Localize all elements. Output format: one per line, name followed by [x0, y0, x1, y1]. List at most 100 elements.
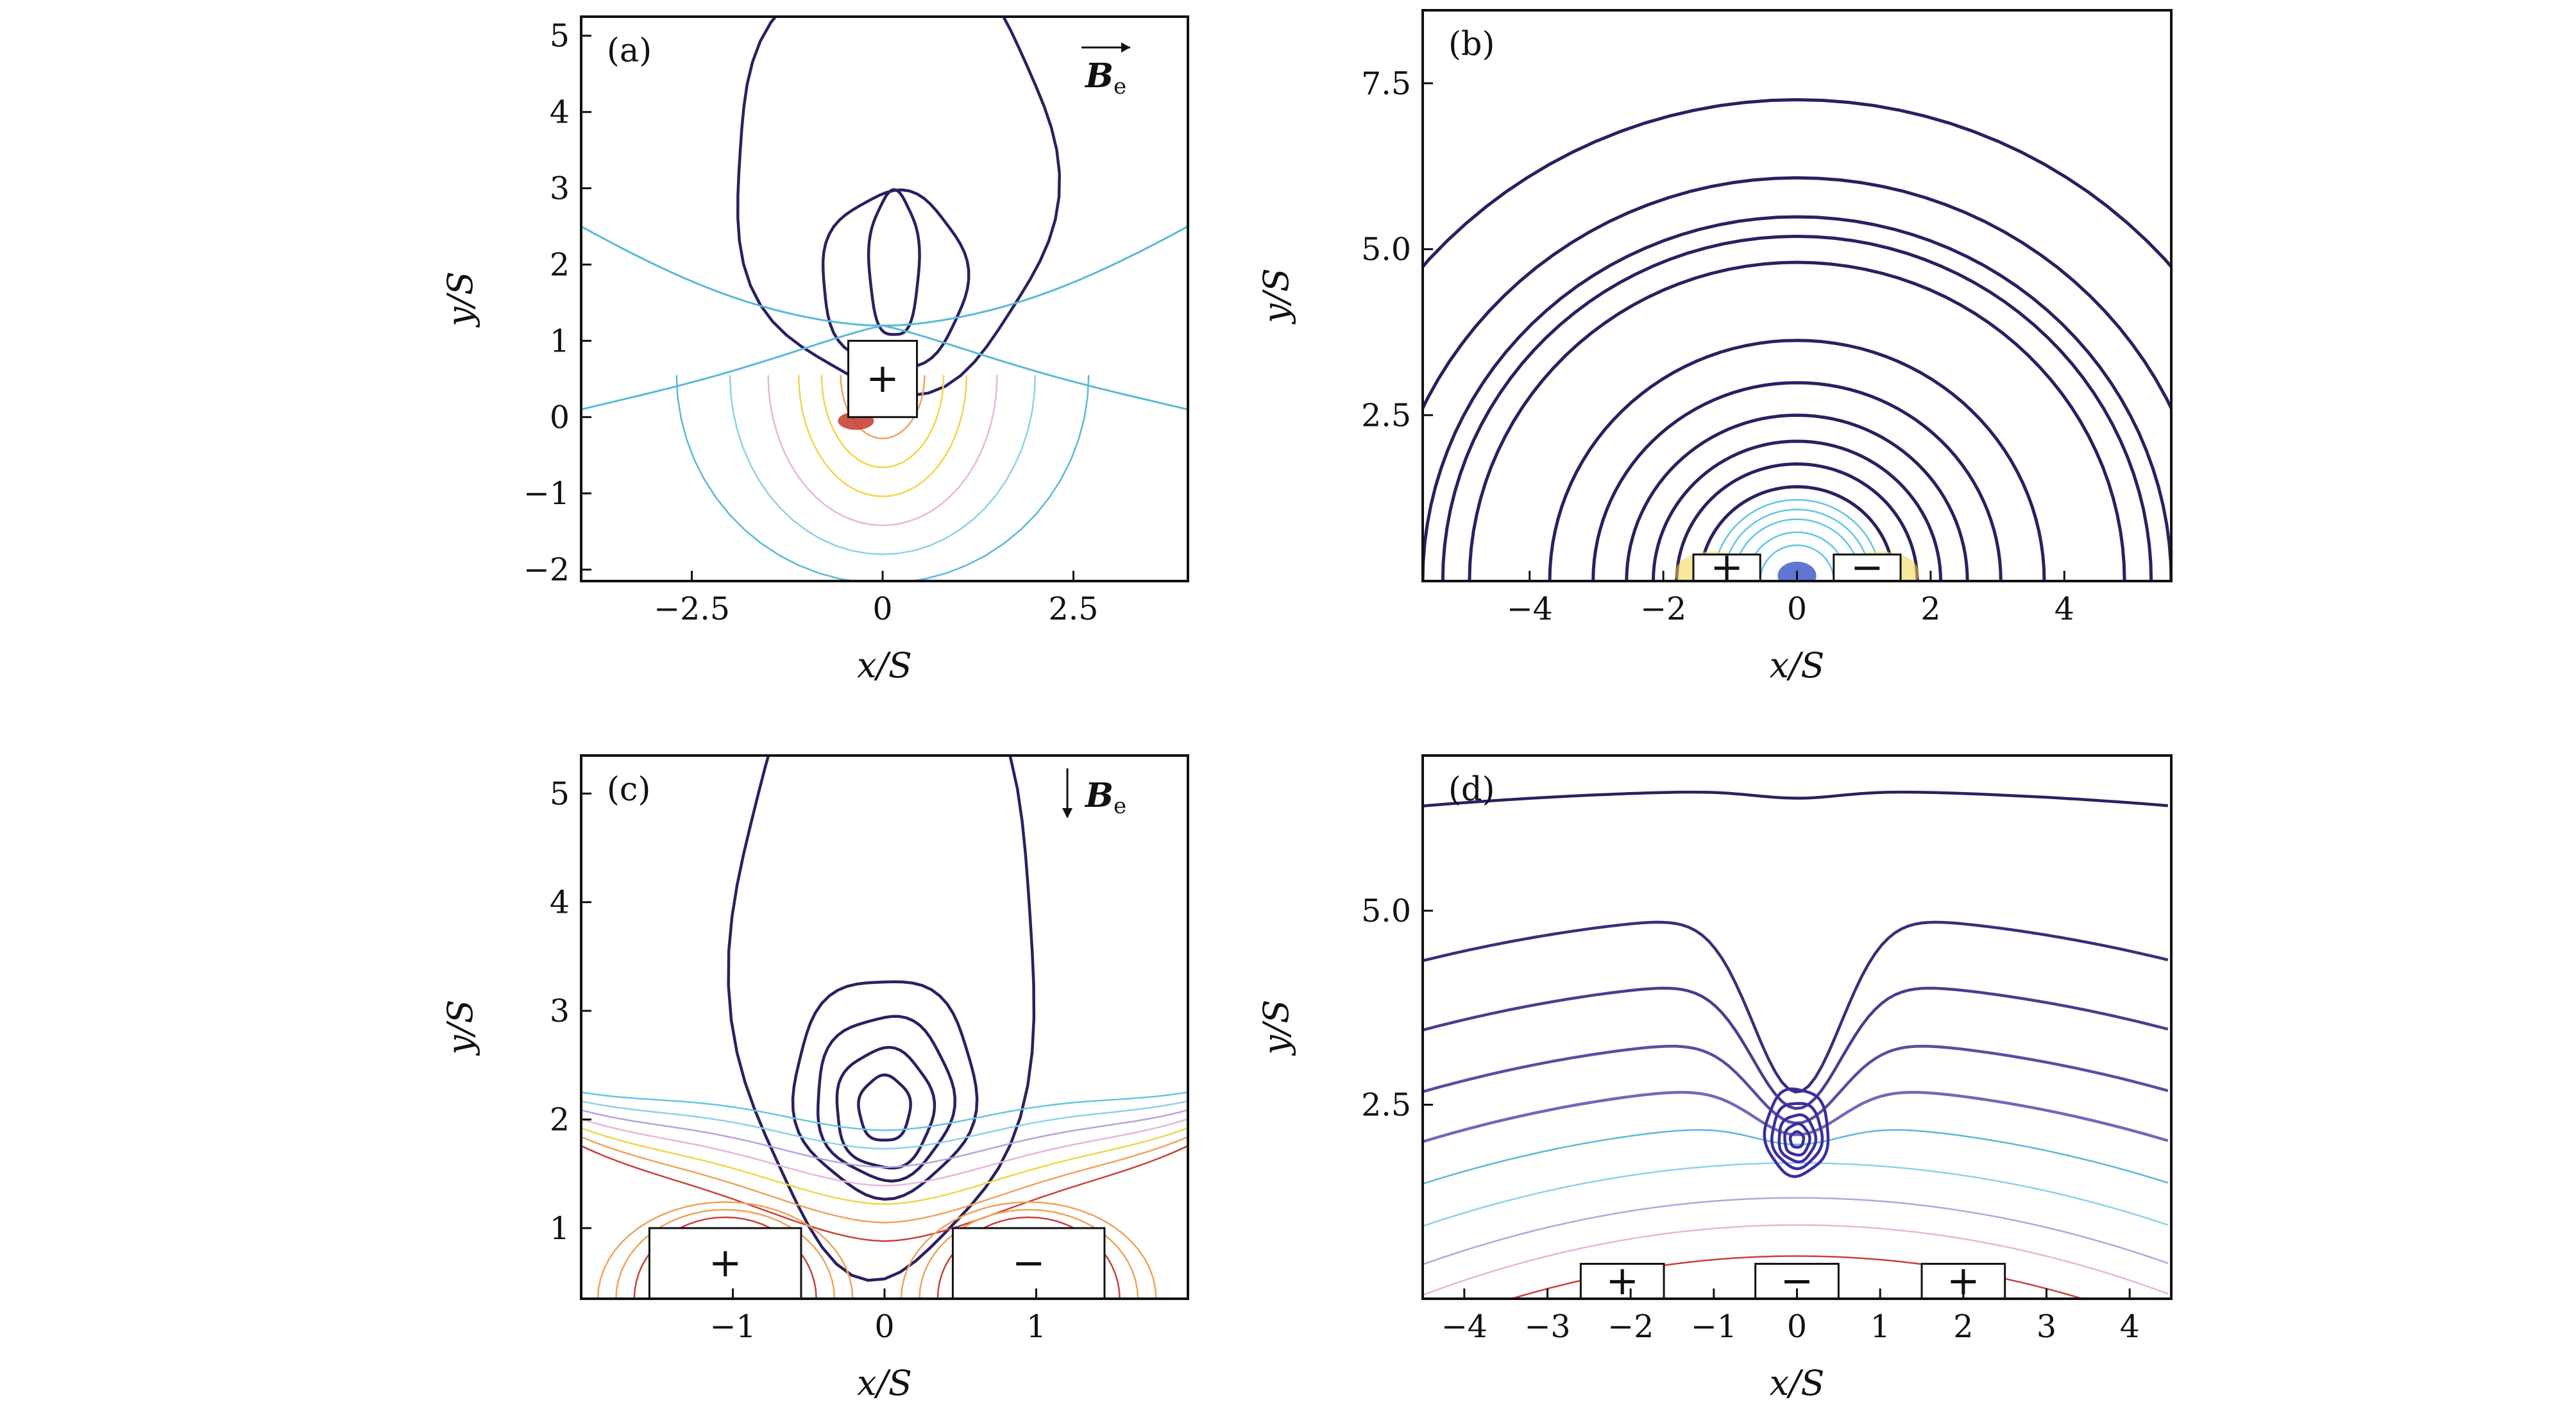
contour-band [581, 1118, 1188, 1187]
contour-layer [1423, 920, 2169, 1094]
contour-arc [1652, 439, 1942, 581]
plot-frame [580, 15, 1189, 582]
x-tick-label: 1 [1026, 1308, 1046, 1345]
field-symbol: Be [1084, 56, 1126, 99]
contour-loop [816, 1015, 957, 1183]
contour-arc [1423, 176, 2171, 412]
field-symbol-subscript: e [1114, 793, 1126, 819]
plot-frame [1421, 9, 2173, 582]
contour-arc [1698, 485, 1896, 581]
contour-loop [1788, 1130, 1806, 1149]
arrowhead-icon [1062, 808, 1072, 818]
x-tick-label: 2 [1953, 1308, 1973, 1345]
contour-loop [1783, 1122, 1811, 1157]
contour-lines [1423, 790, 2169, 1299]
contour-loop [736, 17, 1061, 397]
field-symbol: Be [1084, 776, 1126, 819]
y-tick-label: 5 [550, 18, 570, 55]
contour-wing [581, 325, 883, 410]
x-tick-label: −3 [1524, 1308, 1570, 1345]
contour-magnet-ring [615, 1208, 836, 1299]
field-symbol-subscript: e [1114, 74, 1126, 99]
contour-lines [1423, 98, 2171, 581]
x-axis-label: x/S [1770, 1363, 1825, 1402]
contour-lobe [675, 375, 1090, 581]
y-tick-label: 3 [550, 993, 570, 1029]
contour-arc [1591, 381, 2003, 581]
contour-wing [882, 325, 1188, 410]
contour-layer [1423, 986, 2169, 1110]
y-tick-label: 5.0 [1361, 893, 1411, 929]
x-tick-label: 0 [1787, 591, 1807, 627]
contour-band [581, 1145, 1188, 1242]
y-tick-label: 2.5 [1361, 1087, 1411, 1124]
contour-loop [867, 188, 921, 336]
x-tick-label: 0 [1787, 1308, 1807, 1345]
y-tick-label: −1 [523, 475, 570, 512]
contour-magnet-ring [919, 1208, 1139, 1299]
y-tick-label: 2 [550, 1101, 570, 1138]
magnet-polarity-label: − [1851, 543, 1884, 590]
contour-arc [1441, 235, 2153, 581]
contour-lines [581, 17, 1188, 581]
contour-loop [727, 756, 1036, 1282]
contour-band [581, 1100, 1188, 1150]
magnet-block [1833, 553, 1902, 582]
contour-lines [581, 756, 1188, 1299]
magnet-polarity-label: + [866, 355, 899, 401]
contour-wing [882, 225, 1188, 327]
x-tick-label: −4 [1507, 591, 1553, 627]
contour-arc [1675, 462, 1919, 581]
panel-a-contour-plot: + −2.5 0 2.5 −2 −1 0 1 2 3 4 5 x/S y/S (a) Be [440, 15, 1189, 686]
y-axis-label: y/S [440, 271, 480, 328]
y-tick-label: 1 [550, 323, 570, 359]
contour-loop [1770, 1102, 1824, 1170]
contour-loop [835, 1045, 936, 1170]
magnet-polarity-label: + [1606, 1257, 1639, 1304]
panel-tag: (d) [1448, 771, 1495, 809]
y-tick-label: 4 [550, 94, 570, 131]
contour-layer [1423, 1197, 2169, 1265]
magnet-polarity-label: + [1710, 543, 1743, 590]
panel-c-contour-plot: + − −1 0 1 1 2 3 4 5 x/S y/S (c) Be [440, 754, 1189, 1402]
x-tick-label: −4 [1441, 1308, 1487, 1345]
x-tick-label: −2 [1607, 1308, 1654, 1345]
panel-tag: (b) [1448, 26, 1495, 63]
y-tick-label: 2.5 [1361, 397, 1411, 434]
contour-lobe [797, 375, 968, 498]
contour-arc [1625, 413, 1969, 581]
contour-lobe [820, 375, 945, 469]
x-tick-label: 3 [2037, 1308, 2056, 1345]
y-tick-label: 4 [550, 884, 570, 921]
contour-arc [1713, 498, 1881, 581]
contour-layer [1423, 1224, 2169, 1296]
contour-magnet-ring [936, 1216, 1121, 1299]
y-tick-label: 0 [550, 399, 570, 435]
y-axis-label: y/S [440, 1000, 480, 1056]
field-symbol-letter: B [1084, 56, 1114, 96]
magnet-polarity-label: − [1012, 1239, 1046, 1286]
x-tick-label: −1 [709, 1308, 756, 1345]
x-tick-label: 1 [1870, 1308, 1890, 1345]
contour-wing [581, 225, 883, 327]
contour-layer [1423, 1129, 2169, 1185]
contour-lobe [840, 375, 926, 439]
x-tick-label: −2 [1640, 591, 1686, 627]
panel-tag: (a) [607, 32, 652, 70]
x-axis-label: x/S [857, 1363, 912, 1402]
y-tick-label: 7.5 [1361, 65, 1411, 102]
y-tick-label: 5.0 [1361, 232, 1411, 268]
magnet-polarity-label: + [709, 1239, 742, 1286]
x-tick-label: −1 [1691, 1308, 1737, 1345]
x-tick-label: 4 [2055, 591, 2074, 627]
panel-tag: (c) [607, 771, 650, 809]
y-tick-label: −2 [523, 552, 570, 588]
contour-band [581, 1136, 1188, 1224]
x-axis-label: x/S [857, 645, 912, 686]
contour-band [581, 1091, 1188, 1131]
field-symbol-letter: B [1084, 776, 1114, 815]
y-axis-label: y/S [1256, 1000, 1296, 1056]
contour-arc [1759, 544, 1835, 581]
x-tick-label: 0 [874, 1308, 894, 1345]
